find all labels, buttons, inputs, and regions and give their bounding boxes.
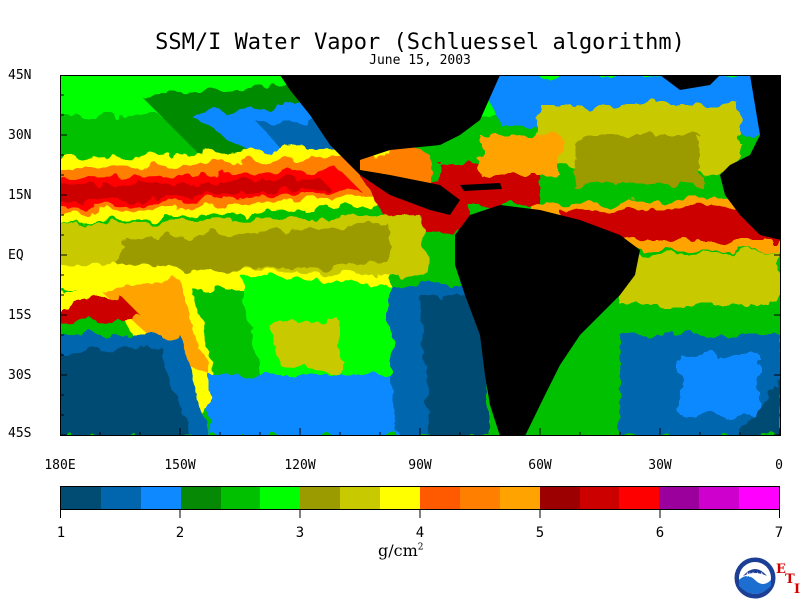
- colorbar-swatch: [260, 487, 301, 509]
- colorbar-swatch: [739, 487, 780, 509]
- colorbar-tick-3: 3: [295, 525, 305, 541]
- lat-label-30s: 30S: [8, 368, 32, 383]
- south-america-land: [455, 205, 640, 436]
- colorbar-swatch: [380, 487, 421, 509]
- lon-label-150w: 150W: [164, 458, 196, 473]
- lat-label-45s: 45S: [8, 426, 32, 441]
- lon-label-180e: 180E: [44, 458, 76, 473]
- land-mask: [280, 75, 781, 436]
- colorbar-swatch: [619, 487, 660, 509]
- lon-label-90w: 90W: [408, 458, 432, 473]
- colorbar-swatch: [61, 487, 101, 509]
- map-date: June 15, 2003: [369, 53, 471, 68]
- noaa-logo: NOAA: [734, 557, 776, 599]
- colorbar-swatch: [499, 487, 540, 509]
- colorbar-swatch: [659, 487, 700, 509]
- colorbar-swatch: [420, 487, 460, 509]
- colorbar-swatch: [579, 487, 620, 509]
- lon-ticks: [60, 428, 781, 436]
- lat-label-45n: 45N: [8, 68, 32, 83]
- logo-letter-e: E: [776, 562, 786, 577]
- colorbar-units: g/cm2: [378, 541, 424, 560]
- colorbar-tick-7: 7: [774, 525, 784, 541]
- colorbar-tick-4: 4: [415, 525, 425, 541]
- units-text: g/cm: [378, 541, 418, 560]
- lon-label-60w: 60W: [528, 458, 552, 473]
- colorbar-swatch: [300, 487, 341, 509]
- lon-label-30w: 30W: [648, 458, 672, 473]
- lat-label-15s: 15S: [8, 308, 32, 323]
- lat-ticks: [60, 75, 781, 436]
- colorbar-swatch: [699, 487, 740, 509]
- units-superscript: 2: [417, 542, 424, 553]
- caribbean-islands: [460, 183, 502, 191]
- colorbar-tick-5: 5: [535, 525, 545, 541]
- colorbar-swatch: [140, 487, 181, 509]
- colorbar: [60, 486, 780, 510]
- colorbar-tick-6: 6: [655, 525, 665, 541]
- africa-land: [720, 75, 781, 240]
- colorbar-tick-2: 2: [175, 525, 185, 541]
- greenland-land: [660, 75, 720, 90]
- water-vapor-map: [60, 75, 781, 436]
- colorbar-ticks: [60, 510, 780, 518]
- colorbar-swatch: [340, 487, 381, 509]
- logo-letter-i: I: [794, 582, 800, 597]
- colorbar-swatch: [180, 487, 221, 509]
- lon-label-0: 0: [775, 458, 783, 473]
- logo-letter-t: T: [785, 572, 795, 587]
- colorbar-swatch: [220, 487, 261, 509]
- north-america-land: [280, 75, 500, 215]
- svg-text:NOAA: NOAA: [746, 572, 764, 579]
- colorbar-swatch: [100, 487, 141, 509]
- lat-label-15n: 15N: [8, 188, 32, 203]
- colorbar-swatch: [459, 487, 500, 509]
- colorbar-swatch: [539, 487, 580, 509]
- lat-label-30n: 30N: [8, 128, 32, 143]
- lon-label-120w: 120W: [284, 458, 316, 473]
- lat-label-eq: EQ: [8, 248, 24, 263]
- colorbar-tick-1: 1: [56, 525, 66, 541]
- map-title: SSM/I Water Vapor (Schluessel algorithm): [155, 30, 685, 55]
